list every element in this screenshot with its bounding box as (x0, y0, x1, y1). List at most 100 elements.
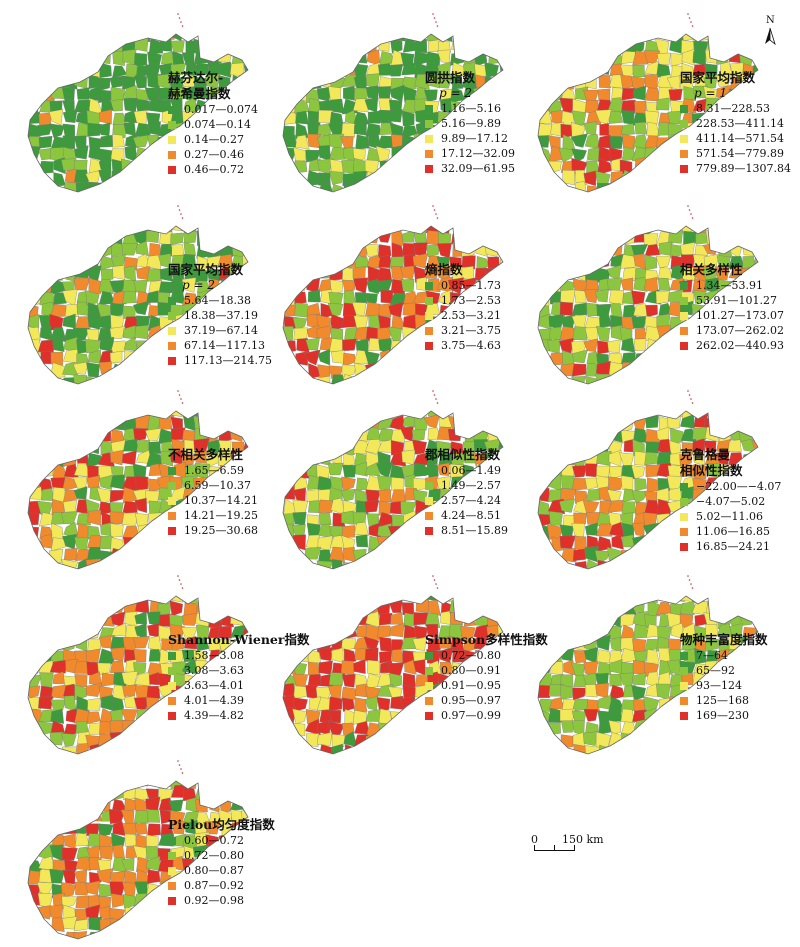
island-marker (178, 764, 181, 766)
county-region (354, 522, 369, 536)
county-region (680, 596, 695, 602)
legend-swatch (168, 836, 176, 845)
county-region (439, 34, 453, 43)
choropleth-map-5 (282, 205, 504, 385)
map-legend-9: 克鲁格曼 相似性指数 −22.00—−4.07 −4.07—5.02 5.02—11.0… (680, 447, 781, 554)
county-region (597, 158, 612, 176)
county-region (122, 525, 140, 539)
legend-title: 赫芬达尔- (168, 70, 224, 85)
county-region (328, 450, 343, 465)
county-region (585, 488, 601, 502)
legend-swatch (680, 681, 688, 690)
county-region (376, 279, 393, 292)
map-legend-5: 熵指数 0.85—1.73 1.73—2.53 2.53—3.21 3.21—3.75 3… (425, 262, 501, 353)
county-region (633, 650, 648, 663)
county-region (619, 254, 636, 269)
legend-subtitle: p = 2 (439, 86, 472, 100)
county-region (631, 290, 646, 305)
legend-class-label: 18.38—37.19 (184, 309, 258, 322)
county-region (620, 277, 634, 291)
county-region (159, 226, 174, 234)
county-region (595, 731, 612, 748)
county-region (387, 525, 404, 539)
county-region (367, 110, 381, 124)
island-marker (178, 209, 181, 211)
legend-swatch (680, 666, 688, 675)
county-region (63, 349, 79, 364)
legend-swatch (168, 711, 176, 720)
county-region (195, 611, 211, 628)
legend-class-label: 2.57—4.24 (441, 494, 501, 507)
island-marker (181, 587, 184, 589)
county-region (353, 277, 369, 294)
county-region (98, 157, 112, 173)
county-region (60, 733, 77, 747)
legend-class-label: 1.73—2.53 (441, 294, 501, 307)
legend-class-row: 262.02—440.93 (680, 338, 784, 353)
county-region (193, 50, 210, 65)
county-region (111, 696, 125, 713)
county-region (679, 601, 695, 615)
county-region (704, 426, 720, 443)
county-region (558, 147, 576, 163)
county-region (631, 490, 648, 504)
county-region (391, 340, 404, 353)
legend-class-label: 779.89—1307.84 (696, 162, 791, 175)
county-region (620, 475, 634, 490)
legend-class-row: 0.85—1.73 (425, 278, 501, 293)
province-outline (537, 33, 759, 193)
county-region (352, 98, 370, 113)
county-region (73, 277, 91, 291)
county-region (48, 109, 63, 126)
county-region (327, 462, 344, 476)
county-region (39, 672, 54, 689)
county-region (134, 685, 149, 699)
legend-swatch (680, 497, 688, 506)
county-region (351, 302, 367, 316)
legend-title: 物种丰富度指数 (680, 632, 768, 647)
county-region (401, 279, 415, 292)
island-marker (433, 17, 436, 19)
choropleth-map-4 (27, 205, 249, 385)
island-marker (688, 579, 691, 581)
legend-swatch (680, 311, 688, 320)
county-region (596, 303, 612, 317)
legend-class-label: 0.72—0.80 (184, 849, 244, 862)
legend-class-row: 8.31—228.53 (680, 101, 791, 116)
county-region (76, 87, 90, 100)
county-region (620, 74, 634, 89)
county-region (584, 545, 599, 563)
county-region (692, 450, 705, 466)
county-region (124, 109, 138, 124)
county-region (390, 711, 403, 725)
county-region (597, 88, 611, 102)
county-region (134, 325, 149, 340)
county-region (64, 858, 78, 874)
legend-class-row: 3.63—4.01 (168, 678, 309, 693)
county-region (646, 338, 661, 355)
choropleth-map-2 (282, 13, 504, 193)
county-region (292, 708, 307, 725)
county-region (85, 169, 102, 183)
county-region (168, 799, 184, 812)
island-marker (432, 13, 434, 15)
legend-swatch (425, 104, 433, 113)
county-region (594, 288, 609, 303)
legend-swatch (425, 149, 433, 158)
county-region (353, 659, 366, 674)
county-region (365, 623, 380, 640)
province-outline (537, 410, 759, 570)
county-region (621, 88, 636, 101)
legend-class-row: 117.13—214.75 (168, 353, 272, 368)
island-marker (177, 760, 179, 762)
county-region (389, 464, 405, 481)
county-region (303, 349, 321, 366)
legend-class-row: 779.89—1307.84 (680, 161, 791, 176)
county-region (169, 624, 186, 639)
county-region (64, 303, 79, 317)
legend-class-row: 93—124 (680, 678, 768, 693)
county-region (608, 476, 624, 491)
county-region (61, 182, 78, 192)
county-region (193, 38, 208, 56)
legend-class-label: 0.06—1.49 (441, 464, 501, 477)
